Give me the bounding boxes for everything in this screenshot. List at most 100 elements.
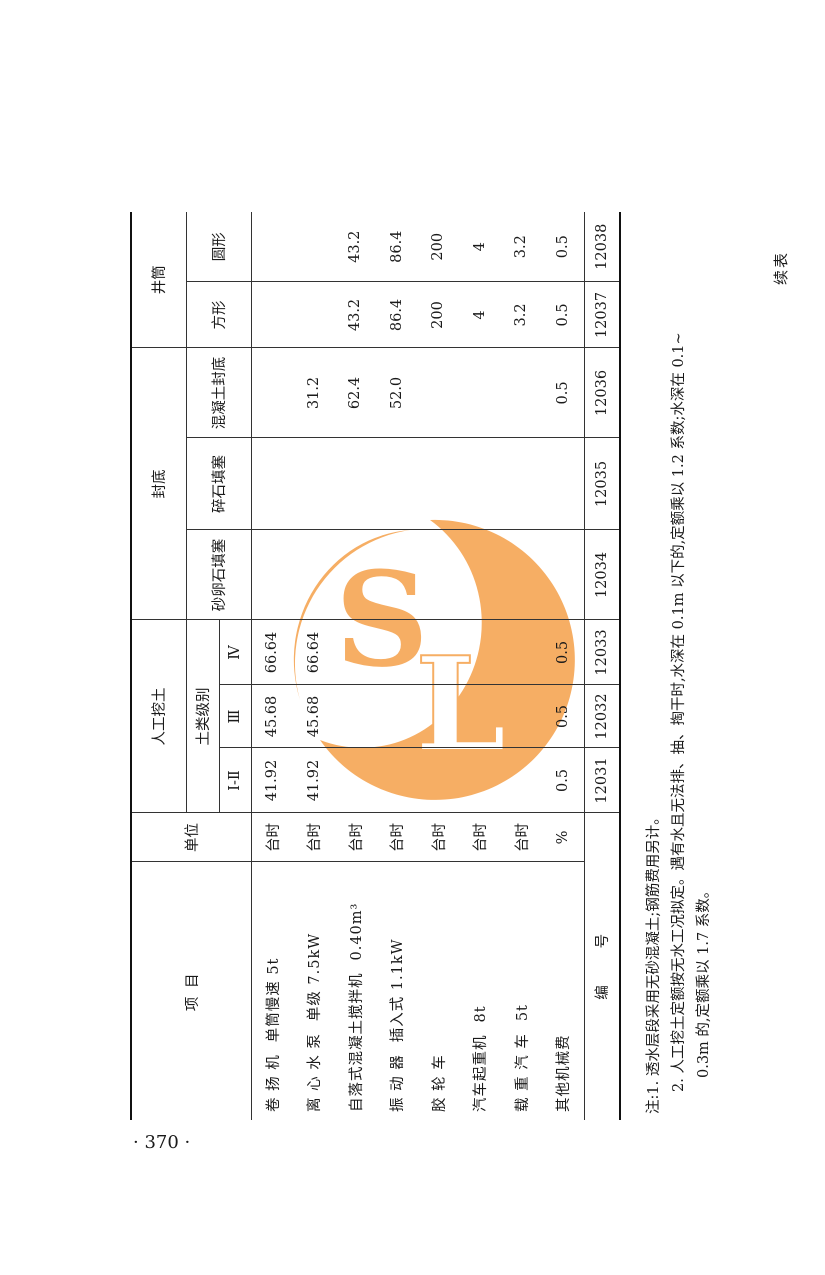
item-cell: 其他机械费: [542, 862, 584, 1120]
value-cell: [293, 281, 335, 348]
item-cell: 离 心 水 泵 单级 7.5kW: [293, 862, 335, 1120]
header-seal-type: 砂卵石填塞: [186, 529, 251, 620]
value-cell: [293, 211, 335, 282]
code-label: 编 号: [584, 813, 620, 1120]
note-line: 0.3m 的,定额乘以 1.7 系数。: [696, 883, 712, 1078]
item-spec: 0.40m³: [348, 902, 365, 961]
value-cell: 4: [459, 211, 501, 282]
unit-cell: 台时: [500, 813, 542, 862]
value-cell: [417, 685, 459, 748]
value-cell: 0.5: [542, 619, 584, 685]
table-row: 离 心 水 泵 单级 7.5kW 台时 41.92 45.68 66.64 31.2: [293, 211, 335, 1120]
value-cell: 43.2: [334, 211, 376, 282]
code-cell: 12037: [584, 281, 620, 348]
watermark-crescent: [320, 519, 575, 800]
value-cell: [500, 748, 542, 813]
item-cell: 胶 轮 车: [417, 862, 459, 1120]
value-cell: 62.4: [334, 347, 376, 438]
header-shaft-type: 方形: [186, 281, 251, 348]
item-spec: 8t: [473, 1005, 490, 1023]
item-spec: 单筒慢速 5t: [265, 957, 282, 1043]
table-notes: 注:1. 透水层段采用无砂混凝土;钢筋费用另计。 2. 人工挖土定额按无水工况拟…: [642, 212, 717, 1120]
value-cell: [417, 437, 459, 530]
item-cell: 载 重 汽 车 5t: [500, 862, 542, 1120]
item-cell: 自落式混凝土搅拌机 0.40m³: [334, 862, 376, 1120]
item-spec: 5t: [514, 1004, 531, 1022]
value-cell: [417, 347, 459, 438]
item-name: 载 重 汽 车: [514, 1033, 531, 1112]
sl-logo-watermark: S L: [293, 519, 575, 800]
item-name: 胶 轮 车: [431, 1054, 448, 1112]
header-soil-class-value: Ⅳ: [219, 619, 251, 685]
watermark-letter-s: S: [335, 543, 429, 696]
item-name: 自落式混凝土搅拌机: [348, 972, 365, 1113]
value-cell: [334, 529, 376, 620]
value-cell: [334, 748, 376, 813]
rotated-page-content: 项 目 单位 人工挖土 封底 井筒 土类级别 砂卵石填塞 碎石填塞 混凝土封底 …: [130, 211, 790, 1120]
value-cell: 0.5: [542, 347, 584, 438]
header-shaft: 井筒: [131, 211, 186, 348]
code-cell: 12033: [584, 619, 620, 685]
item-name: 卷 扬 机: [265, 1054, 282, 1112]
note-line: 2. 人工挖土定额按无水工况拟定。遇有水且无法排、抽、掏干时,水深在 0.1m …: [671, 332, 687, 1092]
item-cell: 振 动 器 插入式 1.1kW: [376, 862, 418, 1120]
item-name: 离 心 水 泵: [307, 1033, 324, 1112]
table-row: 自落式混凝土搅拌机0.40m³ 台时 62.4 43.2 43.2: [334, 211, 376, 1120]
value-cell: [459, 437, 501, 530]
value-cell: [376, 748, 418, 813]
value-cell: [417, 619, 459, 685]
value-cell: [376, 685, 418, 748]
continued-label: 续表: [772, 250, 790, 285]
code-cell: 12036: [584, 347, 620, 438]
value-cell: [376, 437, 418, 530]
code-cell: 12032: [584, 685, 620, 748]
value-cell: 41.92: [293, 748, 335, 813]
value-cell: 200: [417, 211, 459, 282]
value-cell: [251, 437, 293, 530]
code-cell: 12031: [584, 748, 620, 813]
header-seal-type: 混凝土封底: [186, 347, 251, 438]
value-cell: [293, 529, 335, 620]
table-row: 胶 轮 车 台时 200 200: [417, 211, 459, 1120]
unit-cell: %: [542, 813, 584, 862]
value-cell: [334, 437, 376, 530]
value-cell: [417, 748, 459, 813]
value-cell: 0.5: [542, 211, 584, 282]
header-soil-class: 土类级别: [186, 619, 219, 813]
code-row: 编 号 12031 12032 12033 12034 12035 12036 12037 12…: [584, 211, 620, 1120]
unit-cell: 台时: [459, 813, 501, 862]
value-cell: [500, 529, 542, 620]
header-soil-class-value: Ⅲ: [219, 685, 251, 748]
item-spec: 单级 7.5kW: [307, 932, 324, 1022]
value-cell: [334, 685, 376, 748]
item-name: 其他机械费: [556, 1034, 573, 1113]
value-cell: [334, 619, 376, 685]
header-manual-dig: 人工挖土: [131, 619, 186, 813]
value-cell: 52.0: [376, 347, 418, 438]
header-soil-class-value: Ⅰ-Ⅱ: [219, 748, 251, 813]
value-cell: [500, 685, 542, 748]
value-cell: [376, 529, 418, 620]
value-cell: 86.4: [376, 281, 418, 348]
unit-cell: 台时: [334, 813, 376, 862]
table-row: 载 重 汽 车 5t 台时 3.2 3.2: [500, 211, 542, 1120]
value-cell: [417, 529, 459, 620]
unit-cell: 台时: [417, 813, 459, 862]
header-unit: 单位: [131, 813, 251, 862]
unit-cell: 台时: [251, 813, 293, 862]
note-line: 注:1. 透水层段采用无砂混凝土;钢筋费用另计。: [646, 810, 662, 1114]
value-cell: [500, 619, 542, 685]
value-cell: 3.2: [500, 281, 542, 348]
code-cell: 12035: [584, 437, 620, 530]
value-cell: [459, 748, 501, 813]
table-row: 汽车起重机 8t 台时 4 4: [459, 211, 501, 1120]
header-seal-bottom: 封底: [131, 347, 186, 620]
item-cell: 卷 扬 机 单筒慢速 5t: [251, 862, 293, 1120]
table-row: 振 动 器插入式 1.1kW 台时 52.0 86.4 86.4: [376, 211, 418, 1120]
header-seal-type: 碎石填塞: [186, 437, 251, 530]
value-cell: [500, 437, 542, 530]
value-cell: 0.5: [542, 748, 584, 813]
unit-cell: 台时: [376, 813, 418, 862]
value-cell: 200: [417, 281, 459, 348]
value-cell: [542, 529, 584, 620]
